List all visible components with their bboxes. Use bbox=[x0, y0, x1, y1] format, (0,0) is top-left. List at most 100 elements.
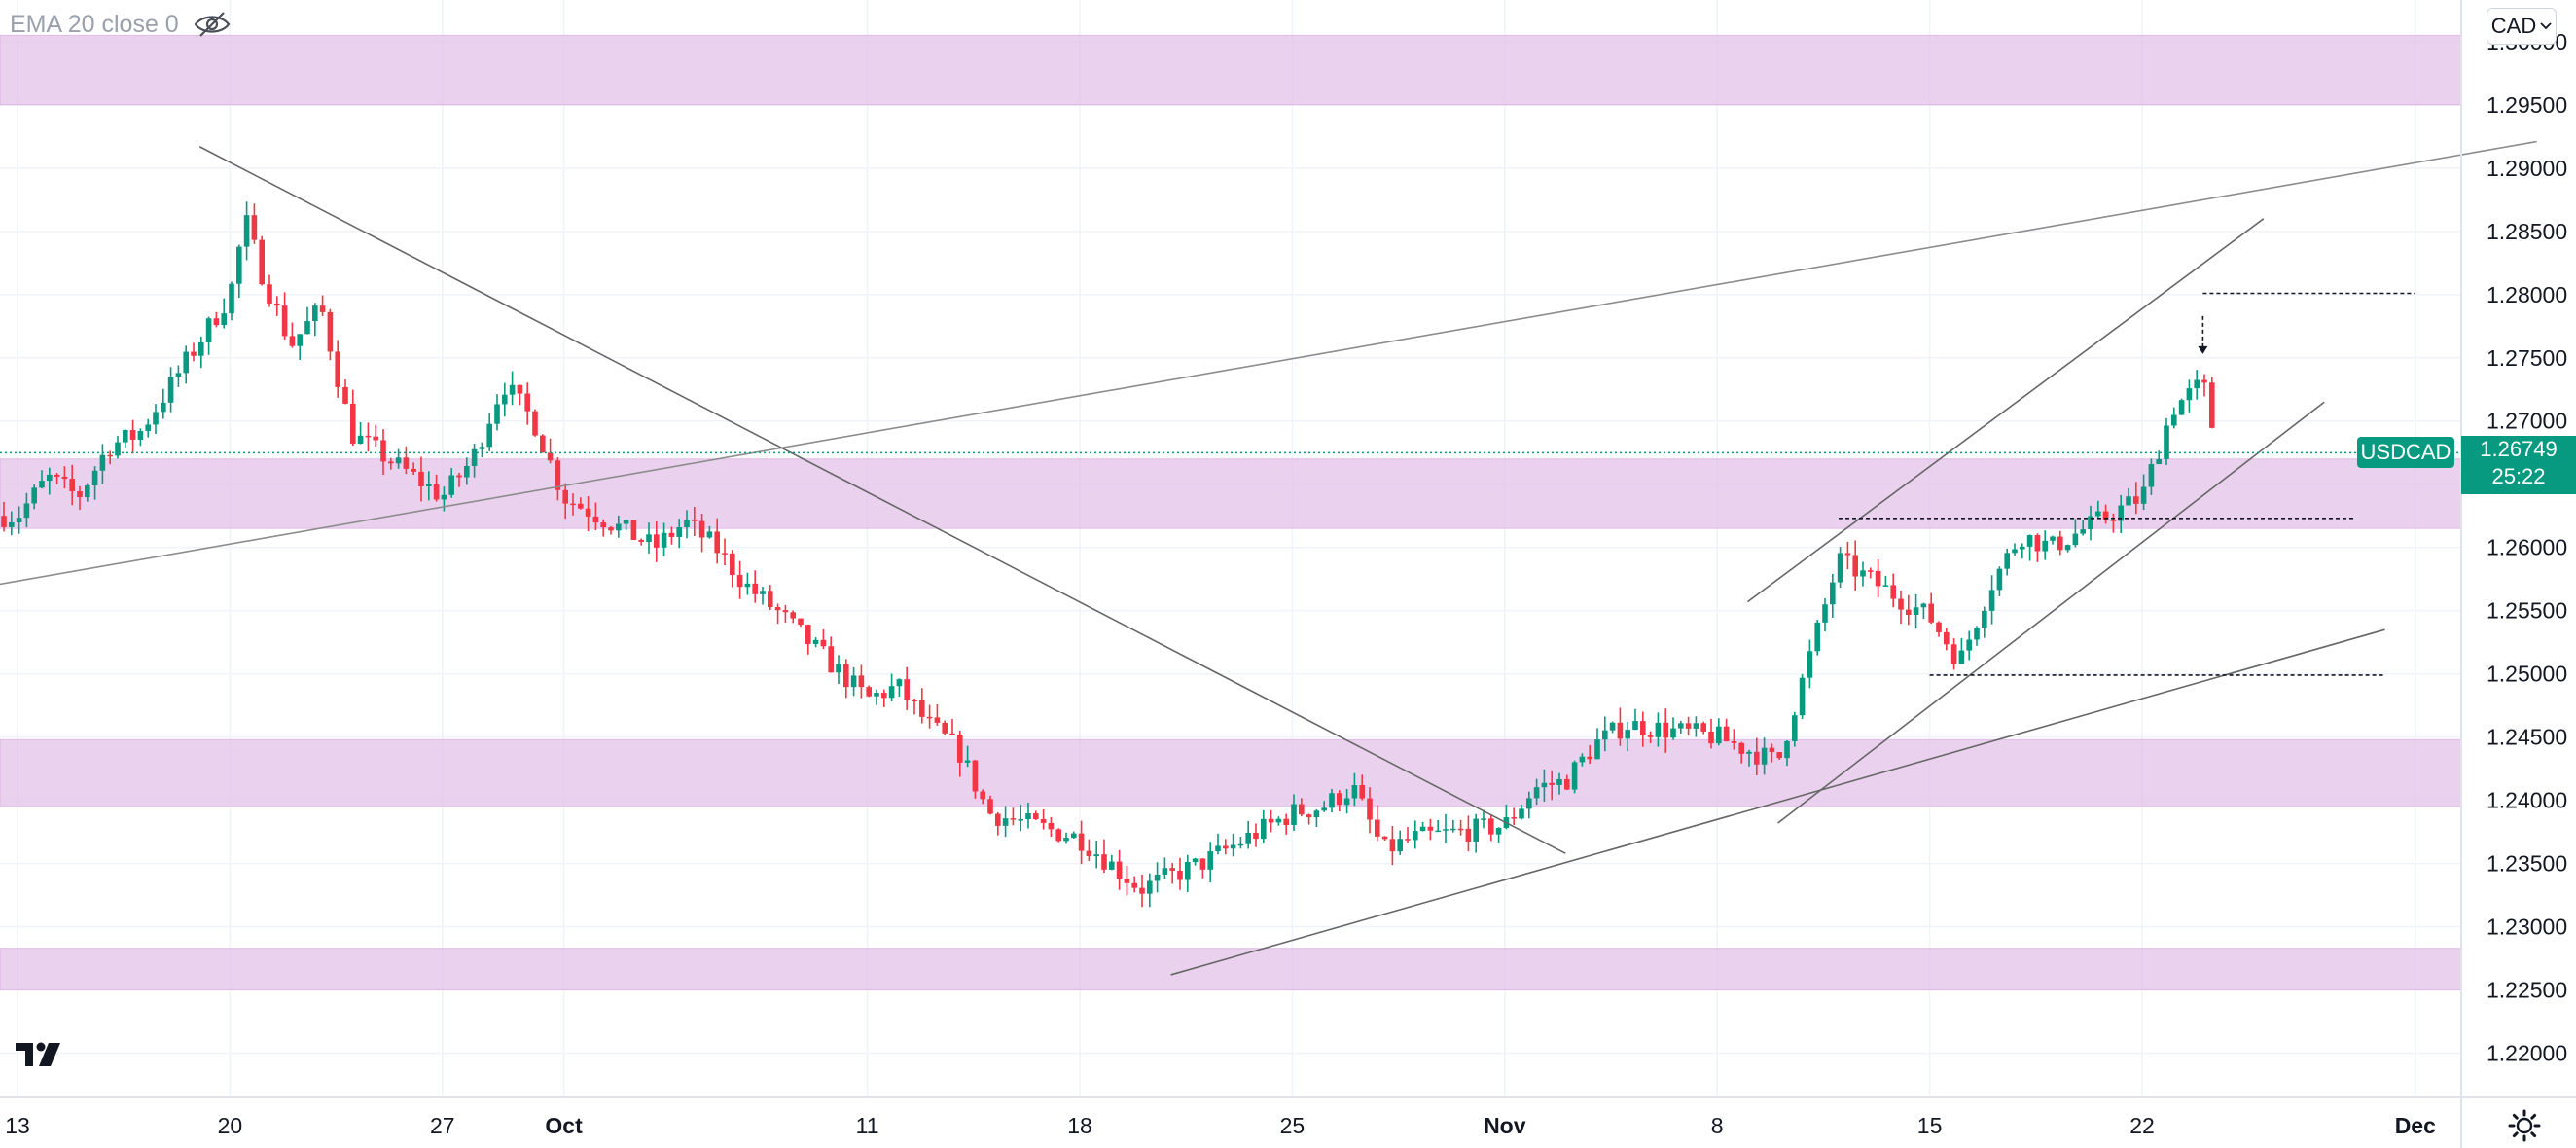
candle-body bbox=[934, 717, 941, 723]
candle-body bbox=[2148, 464, 2155, 487]
candle-body bbox=[1996, 568, 2003, 591]
candle-body bbox=[2133, 496, 2139, 504]
x-tick-label: 13 bbox=[5, 1113, 30, 1138]
candle-body bbox=[2012, 549, 2018, 554]
candle-body bbox=[1245, 832, 1251, 844]
candle-body bbox=[843, 664, 849, 688]
candle-body bbox=[2050, 536, 2056, 541]
candle-body bbox=[1549, 782, 1555, 785]
candle-body bbox=[1443, 829, 1449, 831]
candle-body bbox=[1086, 850, 1092, 857]
candle-body bbox=[1761, 747, 1768, 765]
candle-body bbox=[441, 494, 447, 500]
candle-body bbox=[585, 508, 591, 517]
candle-body bbox=[1746, 751, 1752, 754]
candle-body bbox=[1177, 870, 1183, 880]
candle-body bbox=[350, 403, 356, 444]
candle-body bbox=[1405, 839, 1411, 841]
candle-body bbox=[1124, 879, 1130, 883]
y-tick-label: 1.27500 bbox=[2487, 345, 2567, 371]
candle-body bbox=[198, 341, 204, 356]
candle-body bbox=[1913, 607, 1919, 615]
candle-body bbox=[183, 351, 189, 374]
candle-body bbox=[2110, 520, 2117, 521]
candle-body bbox=[2186, 388, 2193, 401]
symbol-label: USDCAD bbox=[2360, 440, 2451, 465]
candle-body bbox=[2095, 511, 2101, 517]
y-tick-label: 1.23000 bbox=[2487, 915, 2567, 940]
candle-body bbox=[464, 465, 470, 478]
candle-body bbox=[365, 435, 372, 438]
candle-body bbox=[342, 386, 348, 404]
candle-body bbox=[1261, 818, 1267, 840]
candle-body bbox=[1920, 603, 1927, 608]
tradingview-logo-icon[interactable] bbox=[14, 1037, 68, 1072]
candle-body bbox=[1040, 818, 1047, 823]
candle-body bbox=[1700, 723, 1706, 732]
candle-body bbox=[1655, 722, 1662, 737]
candle-body bbox=[1625, 730, 1630, 739]
candle-body bbox=[319, 305, 326, 312]
candle-body bbox=[1640, 721, 1646, 736]
candle-body bbox=[1799, 677, 1806, 716]
candle-body bbox=[1723, 726, 1730, 742]
candle-body bbox=[1928, 603, 1934, 623]
candle-body bbox=[115, 442, 121, 456]
candle-body bbox=[2057, 536, 2063, 551]
candle-body bbox=[229, 283, 234, 314]
candle-body bbox=[600, 522, 606, 528]
last-price-value: 1.26749 bbox=[2480, 437, 2558, 462]
candle-body bbox=[1693, 723, 1699, 729]
candle-body bbox=[2102, 511, 2109, 520]
x-tick-label: 11 bbox=[856, 1113, 879, 1138]
candle-body bbox=[1617, 722, 1624, 739]
candle-body bbox=[9, 521, 15, 527]
candle-body bbox=[509, 384, 516, 395]
candle-body bbox=[524, 393, 530, 412]
candle-body bbox=[1116, 861, 1123, 879]
candle-body bbox=[39, 481, 45, 488]
candle-body bbox=[69, 479, 75, 492]
candle-body bbox=[1, 516, 7, 527]
candle-body bbox=[1564, 778, 1570, 790]
candle-body bbox=[570, 503, 576, 506]
candle-body bbox=[1602, 730, 1608, 740]
x-tick-label: 20 bbox=[218, 1113, 243, 1138]
candle-body bbox=[1822, 604, 1828, 623]
candle-body bbox=[335, 351, 340, 387]
candle-body bbox=[251, 215, 258, 240]
candle-body bbox=[730, 553, 735, 576]
candle-body bbox=[1450, 828, 1456, 831]
candle-body bbox=[957, 734, 963, 763]
candle-body bbox=[1237, 843, 1244, 846]
y-tick-label: 1.22500 bbox=[2487, 978, 2567, 1003]
candlestick-series bbox=[1, 201, 2215, 908]
candle-body bbox=[1632, 721, 1638, 731]
indicator-legend[interactable]: EMA 20 close 0 bbox=[10, 10, 232, 39]
price-zone bbox=[0, 948, 2462, 991]
candle-body bbox=[1488, 818, 1494, 835]
candle-body bbox=[2020, 546, 2025, 550]
candle-body bbox=[1950, 644, 1957, 664]
candle-body bbox=[638, 539, 644, 542]
candle-body bbox=[1283, 818, 1289, 825]
candle-body bbox=[1898, 598, 1904, 610]
candle-body bbox=[1427, 826, 1434, 831]
y-tick-label: 1.24500 bbox=[2487, 725, 2567, 750]
candle-body bbox=[1071, 833, 1077, 839]
candle-body bbox=[2026, 534, 2033, 547]
candle-body bbox=[1936, 622, 1942, 632]
candle-body bbox=[1890, 585, 1896, 599]
gear-icon[interactable] bbox=[2508, 1109, 2541, 1142]
candle-body bbox=[1093, 854, 1099, 857]
candle-body bbox=[1337, 793, 1342, 806]
currency-button[interactable]: CAD bbox=[2487, 8, 2557, 45]
candle-body bbox=[1519, 808, 1524, 819]
candle-body bbox=[555, 460, 561, 490]
candle-body bbox=[433, 484, 440, 500]
candle-body bbox=[980, 791, 985, 800]
candle-body bbox=[1018, 819, 1023, 821]
eye-crossed-icon[interactable] bbox=[193, 10, 232, 39]
y-tick-label: 1.25000 bbox=[2487, 662, 2567, 687]
